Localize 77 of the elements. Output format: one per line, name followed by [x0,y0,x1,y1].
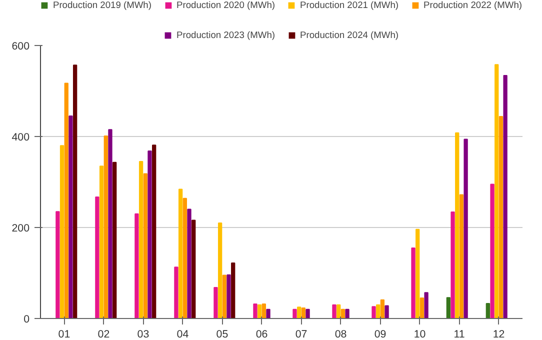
bar [380,299,385,318]
bar [112,162,117,318]
bar [486,302,490,318]
y-tick-label: 400 [12,132,30,144]
x-tick-label: 08 [334,328,347,340]
y-tick-label: 200 [12,222,30,234]
bar [174,266,178,318]
x-tick-label: 09 [374,328,386,340]
bar [372,306,376,318]
bar [222,274,226,318]
bar [292,308,297,318]
bar [95,196,100,318]
legend-label: Production 2020 (MWh) [176,0,275,10]
bar [257,304,262,318]
bar [345,308,350,318]
bar [494,64,499,318]
bar [143,173,148,318]
bar [253,303,258,318]
bar [214,287,218,318]
x-tick-label: 11 [454,328,465,340]
bar [297,306,302,318]
bar [138,161,144,318]
bar [182,198,187,318]
x-tick-label: 01 [58,328,70,340]
bar [340,308,346,318]
x-tick-label: 02 [98,328,110,340]
bar [459,194,464,318]
bar [336,304,341,318]
bar [420,298,424,318]
bar [231,262,236,318]
x-tick-label: 07 [295,328,308,340]
bar [306,308,310,318]
legend-label: Production 2024 (MWh) [300,30,399,40]
bar [108,129,112,318]
bar [218,222,222,318]
bar [332,304,336,318]
bar [455,132,460,318]
bar [226,274,231,318]
bar [464,138,468,318]
bar [424,292,428,318]
x-tick-label: 03 [137,328,150,340]
bar [301,308,306,318]
bar [192,220,196,318]
y-tick-label: 600 [12,40,30,52]
bar [72,64,78,318]
bar [68,116,73,318]
bar [384,305,389,318]
bar [60,145,64,318]
x-tick-label: 05 [216,328,228,340]
bar [411,247,416,318]
x-tick-label: 12 [492,328,505,340]
bar [446,297,450,318]
x-tick-label: 06 [256,328,268,340]
bar [99,166,104,318]
bar [56,211,60,318]
legend-label: Production 2023 (MWh) [176,30,275,40]
bar [187,208,192,318]
bar [498,116,504,318]
bar [104,136,108,318]
y-tick-label: 0 [24,314,30,326]
bar [416,228,420,318]
bar [376,304,380,318]
x-tick-label: 04 [176,328,189,340]
bar [262,303,266,318]
legend-label: Production 2022 (MWh) [424,0,522,10]
bar [266,308,270,318]
bar [503,75,508,318]
bar [178,188,183,318]
legend-label: Production 2021 (MWh) [300,0,399,10]
bar [490,184,494,318]
bar [148,150,152,318]
bar [64,82,68,318]
x-tick-label: 10 [414,328,426,340]
bar [134,213,139,318]
bar [450,212,455,318]
bar [152,144,156,318]
legend-label: Production 2019 (MWh) [52,0,152,10]
